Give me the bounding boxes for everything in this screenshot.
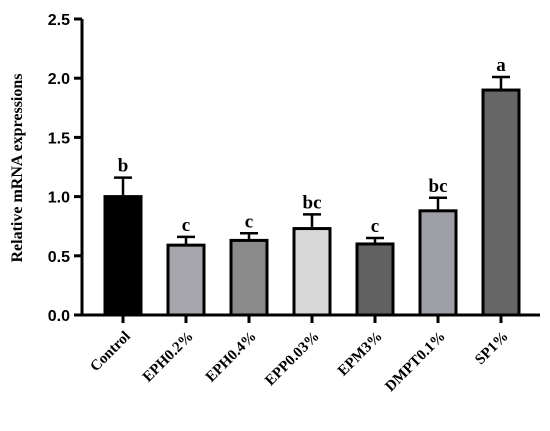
bar (103, 195, 143, 317)
y-tick-label: 2.5 (48, 12, 70, 29)
y-axis-label: Relative mRNA expressions (9, 73, 26, 262)
x-tick-label: EPH0.4% (203, 329, 260, 386)
x-tick-label: DMPT0.1% (382, 329, 448, 395)
bars (103, 88, 521, 317)
x-tick-labels: Control EPH0.2% EPH0.4% EPP0.03% EPM3%DMPT0.… (87, 329, 511, 395)
significance-label: c (371, 216, 379, 237)
bar (292, 227, 332, 317)
bar (355, 242, 395, 317)
y-tick-label: 0.5 (48, 249, 70, 266)
y-tick-label: 1.5 (48, 130, 70, 147)
x-tick-label: EPM3% (335, 329, 386, 380)
x-tick-label: EPP0.03% (262, 329, 323, 390)
significance-label: c (245, 211, 253, 232)
y-axis: 0.0 0.5 1.0 1.5 2.0 2.5 (48, 12, 84, 325)
bar (481, 88, 521, 317)
y-tick-label: 0.0 (48, 308, 70, 325)
significance-label: bc (429, 176, 448, 197)
significance-label: bc (303, 192, 322, 213)
significance-label: b (118, 156, 129, 177)
y-tick-label: 2.0 (48, 71, 70, 88)
bar (418, 209, 458, 317)
bar (229, 238, 269, 317)
significance-label: a (496, 55, 506, 76)
y-tick-label: 1.0 (48, 190, 70, 207)
x-tick-label: EPH0.2% (140, 329, 197, 386)
significance-label: c (182, 215, 190, 236)
x-tick-label: SP1% (472, 329, 512, 369)
bar (166, 243, 206, 317)
error-bars (114, 75, 510, 246)
x-tick-label: Control (87, 329, 133, 375)
